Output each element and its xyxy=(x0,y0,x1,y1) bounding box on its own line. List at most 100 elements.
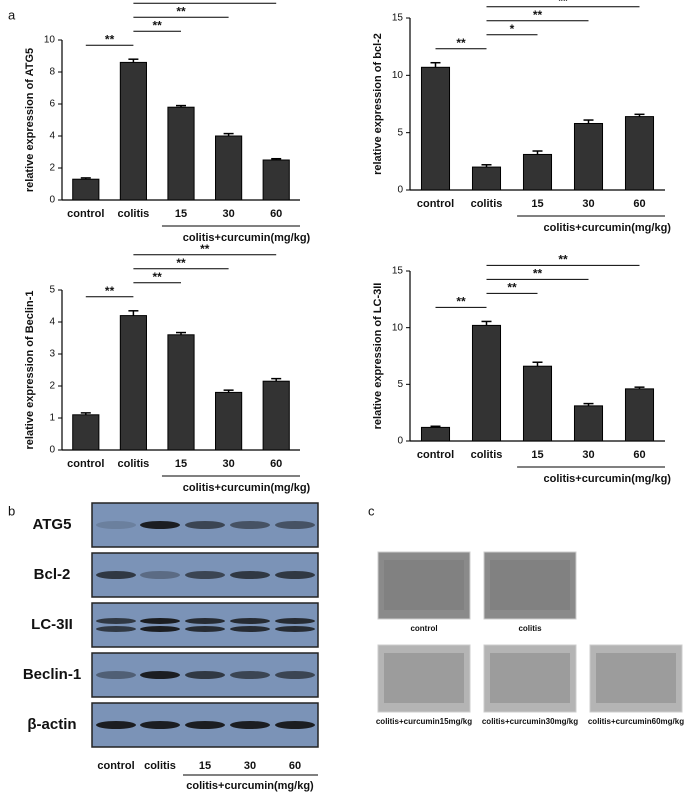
significance-label: ** xyxy=(200,242,210,256)
bar xyxy=(624,116,655,191)
x-tick-label: 15 xyxy=(175,208,187,220)
micrograph xyxy=(377,551,471,620)
significance-label: ** xyxy=(200,0,210,4)
bar xyxy=(167,334,195,451)
blot-band xyxy=(230,626,270,632)
x-tick-label: control xyxy=(67,208,104,220)
y-tick-label: 0 xyxy=(49,195,55,206)
blot-band xyxy=(185,521,225,529)
blot-band xyxy=(96,521,136,529)
x-tick-label: control xyxy=(67,458,104,470)
blot-band xyxy=(230,571,270,579)
x-tick-label: colitis xyxy=(471,198,503,210)
x-tick-label: 60 xyxy=(270,458,282,470)
blot-panel xyxy=(91,602,319,648)
blot-row-label: ATG5 xyxy=(33,516,72,533)
blot-band xyxy=(275,521,315,529)
y-axis-label: relative expression of LC-3II xyxy=(372,283,384,430)
bar xyxy=(573,405,604,442)
y-tick-label: 10 xyxy=(392,322,404,333)
image-label: colitis+curcumin60mg/kg xyxy=(588,717,684,726)
panel-label: c xyxy=(368,503,375,518)
blot-lane-label: 30 xyxy=(244,760,256,772)
significance-label: ** xyxy=(176,256,186,270)
significance-label: ** xyxy=(507,281,517,295)
bar xyxy=(262,159,290,201)
blot-row-label: LC-3II xyxy=(31,616,73,633)
panel-label: a xyxy=(8,7,16,22)
blot-band xyxy=(230,671,270,679)
blot-band xyxy=(96,626,136,632)
blot-band xyxy=(185,671,225,679)
blot-lane-label: control xyxy=(97,760,134,772)
micrograph-texture xyxy=(384,653,464,703)
blot-band xyxy=(96,721,136,729)
x-tick-label: 30 xyxy=(582,449,594,461)
blot-row-label: Bcl-2 xyxy=(34,566,71,583)
group-label: colitis+curcumin(mg/kg) xyxy=(183,482,311,494)
blot-lane-label: 15 xyxy=(199,760,211,772)
bar xyxy=(420,66,451,191)
y-tick-label: 5 xyxy=(397,379,403,390)
x-tick-label: colitis xyxy=(118,458,150,470)
image-label: colitis xyxy=(518,624,542,633)
blot-band xyxy=(96,571,136,579)
blot-band xyxy=(230,618,270,624)
blot-band xyxy=(140,626,180,632)
micrograph xyxy=(377,644,471,713)
significance-label: ** xyxy=(105,32,115,46)
x-tick-label: colitis xyxy=(471,449,503,461)
x-tick-label: 15 xyxy=(175,458,187,470)
y-tick-label: 10 xyxy=(392,70,404,81)
x-tick-label: 15 xyxy=(531,449,543,461)
blot-band xyxy=(140,521,180,529)
group-label: colitis+curcumin(mg/kg) xyxy=(544,222,672,234)
blot-row-label: β-actin xyxy=(27,716,76,733)
y-tick-label: 3 xyxy=(49,349,55,360)
y-axis-label: relative expression of bcl-2 xyxy=(372,33,384,175)
blot-band xyxy=(140,571,180,579)
bar xyxy=(72,178,100,201)
blot-band xyxy=(275,618,315,624)
blot-band xyxy=(185,626,225,632)
y-tick-label: 4 xyxy=(49,131,55,142)
significance-label: * xyxy=(510,22,515,36)
blot-lane-label: colitis xyxy=(144,760,176,772)
x-tick-label: 60 xyxy=(633,449,645,461)
bar xyxy=(573,122,604,191)
x-tick-label: control xyxy=(417,198,454,210)
bar xyxy=(72,414,100,451)
x-tick-label: 60 xyxy=(633,198,645,210)
blot-band xyxy=(230,521,270,529)
bar xyxy=(119,61,147,201)
y-tick-label: 5 xyxy=(49,285,55,296)
blot-band xyxy=(275,626,315,632)
significance-label: ** xyxy=(456,295,466,309)
y-tick-label: 0 xyxy=(397,436,403,447)
blot-band xyxy=(230,721,270,729)
y-tick-label: 10 xyxy=(44,35,56,46)
x-tick-label: 15 xyxy=(531,198,543,210)
blot-band xyxy=(275,671,315,679)
bar xyxy=(420,426,451,442)
micrograph xyxy=(483,644,577,713)
micrograph-texture xyxy=(384,560,464,610)
y-tick-label: 2 xyxy=(49,381,55,392)
blot-lane-label: 60 xyxy=(289,760,301,772)
bar xyxy=(119,315,147,451)
bar xyxy=(522,365,553,442)
y-axis-label: relative expression of Beclin-1 xyxy=(24,291,36,450)
significance-label: ** xyxy=(153,18,163,32)
group-label: colitis+curcumin(mg/kg) xyxy=(544,473,672,485)
blot-band xyxy=(185,721,225,729)
micrograph-texture xyxy=(596,653,676,703)
blot-band xyxy=(275,721,315,729)
significance-label: ** xyxy=(558,253,568,267)
blot-band xyxy=(140,671,180,679)
significance-label: ** xyxy=(105,284,115,298)
bar xyxy=(471,324,502,442)
group-label: colitis+curcumin(mg/kg) xyxy=(183,232,311,244)
bar xyxy=(215,135,243,201)
blot-band xyxy=(185,571,225,579)
